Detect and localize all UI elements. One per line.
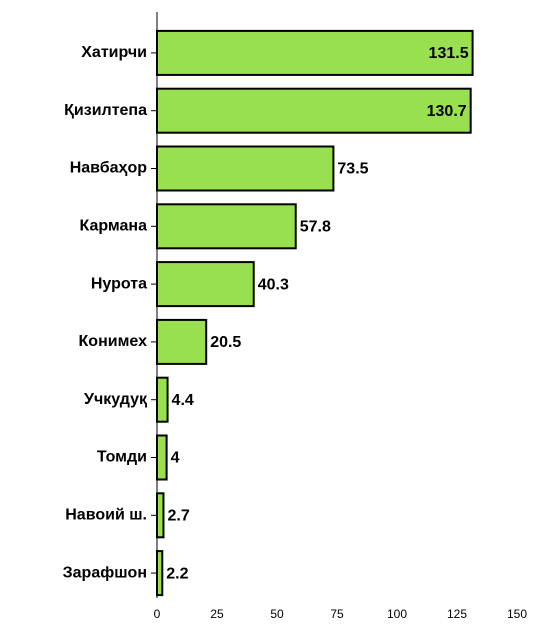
value-label: 20.5: [210, 334, 241, 351]
value-label: 57.8: [300, 219, 331, 236]
x-tick-label: 25: [210, 607, 224, 621]
y-tick-label: Навоий ш.: [65, 507, 147, 524]
x-tick-label: 75: [330, 607, 344, 621]
y-tick-label: Конимех: [79, 333, 148, 350]
bar: [156, 434, 168, 481]
y-tick-label: Қизилтепа: [64, 102, 147, 119]
y-tick-label: Хатирчи: [81, 44, 147, 61]
x-tick-label: 150: [507, 607, 527, 621]
bar: [156, 29, 474, 76]
value-label: 131.5: [429, 45, 469, 62]
bar: [156, 145, 335, 192]
y-tick-label: Навбаҳор: [70, 160, 148, 177]
bar: [156, 261, 255, 308]
value-label: 130.7: [427, 103, 467, 120]
value-label: 2.2: [166, 565, 188, 582]
value-label: 40.3: [258, 276, 289, 293]
y-tick-label: Томди: [97, 449, 147, 466]
y-tick-label: Зарафшон: [63, 564, 147, 581]
x-tick-label: 50: [270, 607, 284, 621]
bar: [156, 376, 169, 423]
x-tick-label: 0: [154, 607, 161, 621]
value-label: 4.4: [172, 392, 194, 409]
bar: [156, 203, 297, 250]
value-label: 73.5: [337, 161, 368, 178]
bar: [156, 492, 165, 539]
bar: [156, 87, 472, 134]
x-tick-label: 125: [447, 607, 467, 621]
bar: [156, 550, 164, 597]
bar: [156, 318, 208, 365]
y-tick-label: Учкудуқ: [84, 391, 148, 408]
x-tick-label: 100: [387, 607, 407, 621]
y-tick-label: Кармана: [79, 218, 147, 235]
value-label: 2.7: [167, 508, 189, 525]
value-label: 4: [171, 450, 180, 467]
y-tick-label: Нурота: [91, 275, 147, 292]
